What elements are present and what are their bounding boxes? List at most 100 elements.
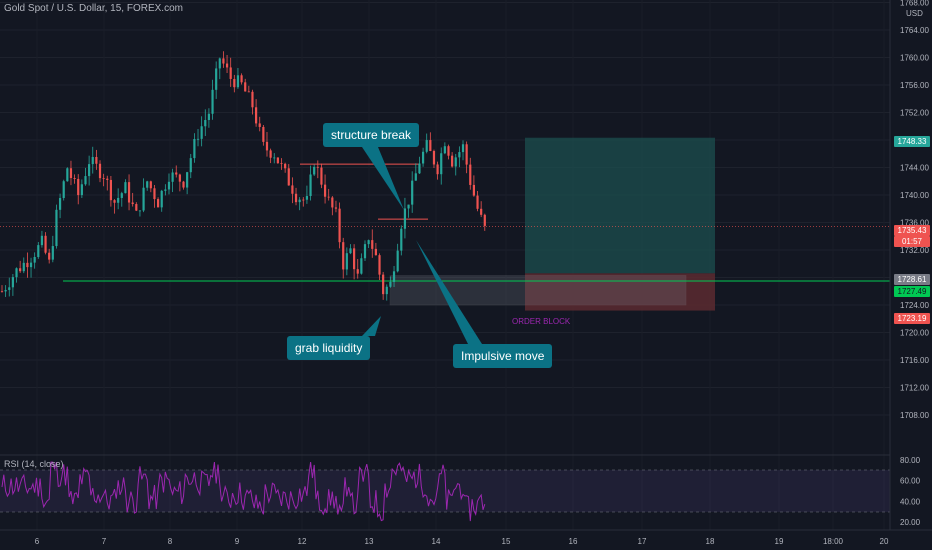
order-block-label: ORDER BLOCK xyxy=(512,317,571,326)
candle-body xyxy=(37,245,40,257)
candle-body xyxy=(44,235,47,253)
candle-body xyxy=(313,166,316,175)
candle-body xyxy=(392,271,396,282)
candle-body xyxy=(480,208,483,215)
candle-body xyxy=(29,262,33,268)
candle-body xyxy=(367,240,370,245)
candle-body xyxy=(11,277,14,288)
candle-body xyxy=(407,204,410,209)
countdown-tag: 01:57 xyxy=(894,236,930,247)
candle-body xyxy=(167,181,171,190)
candle-body xyxy=(153,188,156,200)
candle-body xyxy=(483,214,486,226)
y-tick-label: 1732.00 xyxy=(900,246,929,255)
candle-body xyxy=(378,255,381,275)
candle-body xyxy=(88,164,91,177)
candle-body xyxy=(109,179,112,201)
x-tick-label: 14 xyxy=(432,537,441,546)
x-tick-label: 16 xyxy=(569,537,578,546)
candle-body xyxy=(342,242,345,270)
candle-body xyxy=(414,173,417,181)
candle-body xyxy=(382,274,385,295)
candle-body xyxy=(247,91,250,93)
candle-body xyxy=(309,174,312,197)
x-tick-label: 18 xyxy=(706,537,715,546)
candle-body xyxy=(124,182,127,194)
structure-break-pointer xyxy=(362,147,404,210)
target-price-tag: 1748.33 xyxy=(894,136,930,147)
x-tick-label: 9 xyxy=(235,537,240,546)
candle-body xyxy=(284,163,287,169)
candle-body xyxy=(8,287,11,290)
candle-body xyxy=(389,281,392,287)
candle-body xyxy=(331,197,334,208)
x-tick-label: 18:00 xyxy=(823,537,844,546)
rsi-tick-label: 20.00 xyxy=(900,518,921,527)
candle-body xyxy=(465,144,468,165)
y-tick-label: 1736.00 xyxy=(900,219,929,228)
candle-body xyxy=(186,172,189,188)
candle-body xyxy=(77,178,80,196)
candle-body xyxy=(48,252,51,260)
candles xyxy=(0,51,486,301)
candle-body xyxy=(440,153,443,175)
candle-body xyxy=(113,200,116,203)
candle-body xyxy=(454,157,457,167)
candle-body xyxy=(287,168,290,186)
candle-body xyxy=(356,269,359,274)
x-tick-label: 12 xyxy=(298,537,307,546)
candle-body xyxy=(106,178,109,180)
impulsive-move-pointer xyxy=(416,240,482,344)
profit-zone xyxy=(525,137,715,274)
candle-body xyxy=(22,262,25,272)
candle-body xyxy=(40,235,44,246)
candle-body xyxy=(218,58,221,69)
candle-body xyxy=(276,157,279,164)
candle-body xyxy=(160,190,163,208)
candle-body xyxy=(374,248,377,256)
y-tick-label: 1708.00 xyxy=(900,411,929,420)
x-tick-label: 13 xyxy=(365,537,374,546)
candle-body xyxy=(305,196,309,200)
candle-body xyxy=(26,262,29,268)
candle-body xyxy=(19,268,22,272)
candle-body xyxy=(396,250,399,272)
candle-body xyxy=(327,196,330,198)
candle-body xyxy=(400,228,403,251)
support-price-tag: 1727.49 xyxy=(894,286,930,297)
x-tick-label: 17 xyxy=(638,537,647,546)
candle-body xyxy=(66,168,69,182)
rsi-tick-label: 60.00 xyxy=(900,477,921,486)
candle-body xyxy=(251,91,254,108)
candle-body xyxy=(403,208,407,229)
candle-body xyxy=(189,158,192,173)
candle-body xyxy=(265,141,269,151)
candle-body xyxy=(429,140,432,152)
candle-body xyxy=(225,63,229,68)
x-tick-label: 19 xyxy=(775,537,784,546)
candle-body xyxy=(55,209,58,247)
levels xyxy=(0,163,890,282)
y-tick-label: 1720.00 xyxy=(900,329,929,338)
candle-body xyxy=(4,289,7,292)
candle-body xyxy=(51,246,54,260)
candle-body xyxy=(447,146,450,156)
candle-body xyxy=(353,248,356,270)
candle-body xyxy=(273,157,276,159)
y-tick-label: 1712.00 xyxy=(900,384,929,393)
order-block-zone xyxy=(389,275,687,306)
candle-body xyxy=(175,172,178,175)
candle-body xyxy=(138,210,142,212)
candle-body xyxy=(84,176,87,185)
candle-body xyxy=(149,181,152,189)
x-tick-label: 20 xyxy=(880,537,889,546)
x-tick-label: 8 xyxy=(168,537,173,546)
candle-body xyxy=(200,126,203,139)
candle-body xyxy=(215,68,218,90)
y-tick-label: 1724.00 xyxy=(900,301,929,310)
candle-body xyxy=(204,120,207,127)
y-tick-label: 1740.00 xyxy=(900,191,929,200)
grab-liquidity-callout: grab liquidity xyxy=(287,336,371,360)
candle-body xyxy=(476,195,479,209)
